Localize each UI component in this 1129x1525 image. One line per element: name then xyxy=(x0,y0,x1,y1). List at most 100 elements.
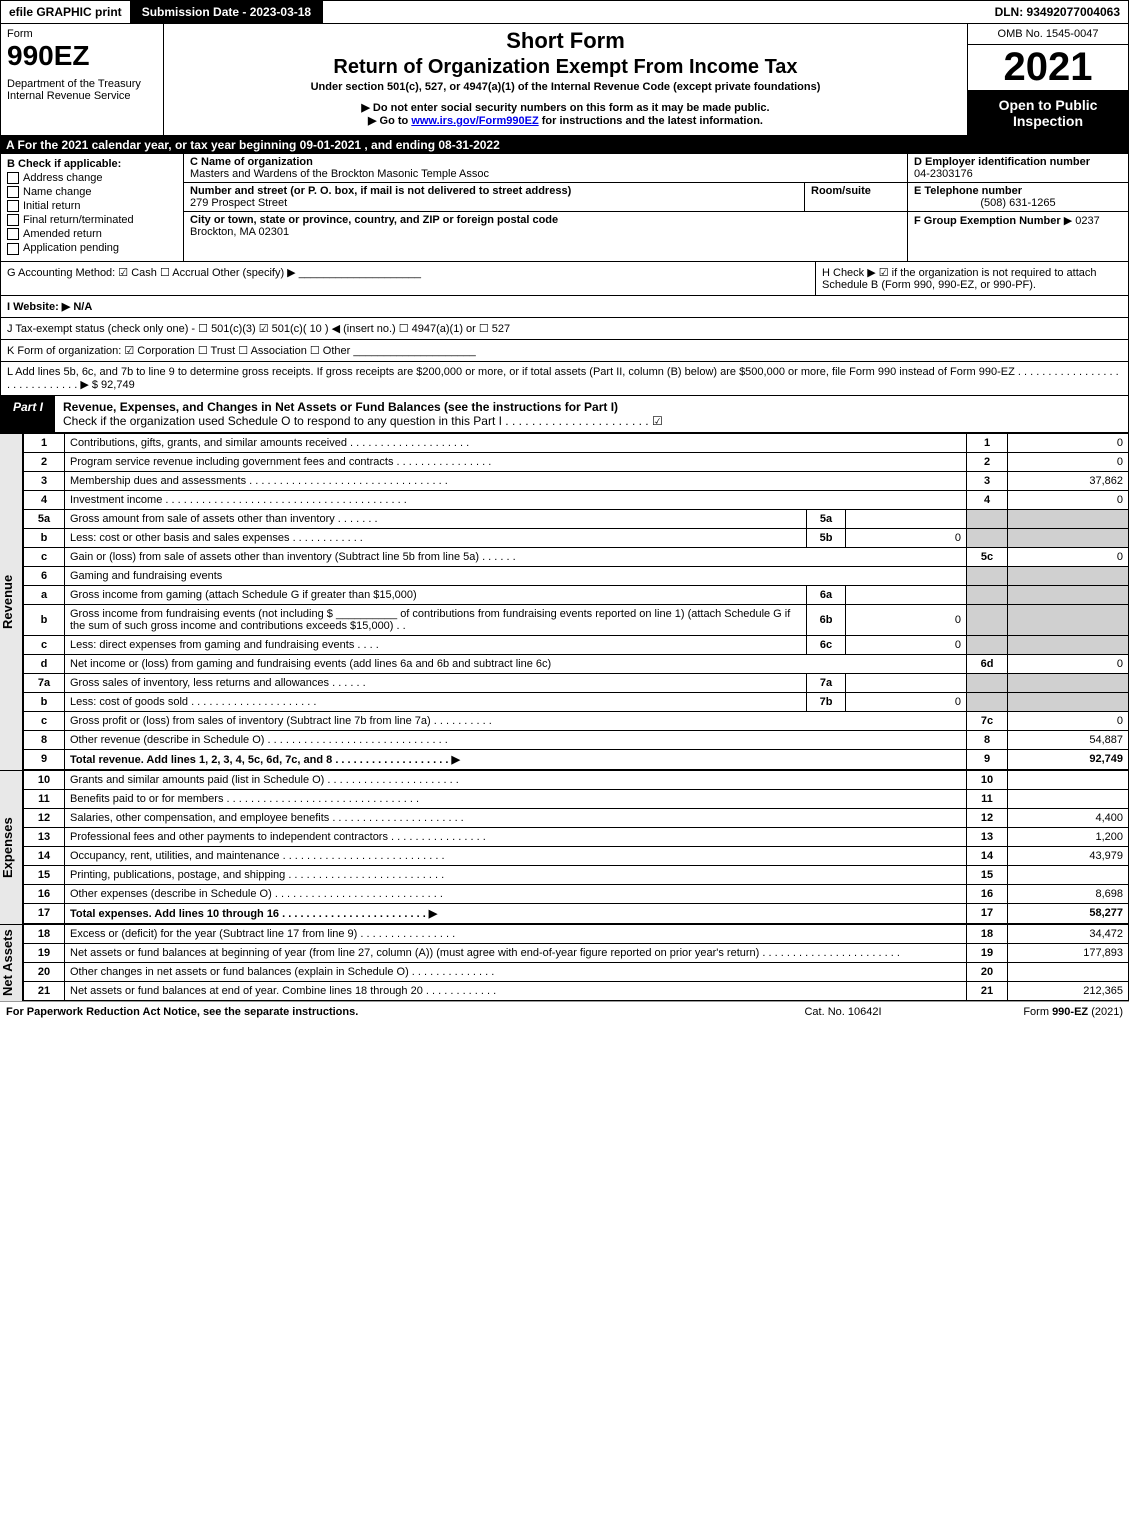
r2-num: 2 xyxy=(24,452,65,471)
r16-val: 8,698 xyxy=(1008,884,1129,903)
r7c-desc: Gross profit or (loss) from sales of inv… xyxy=(65,711,967,730)
r14-desc: Occupancy, rent, utilities, and maintena… xyxy=(65,846,967,865)
room-label: Room/suite xyxy=(811,185,871,197)
r8-val: 54,887 xyxy=(1008,730,1129,749)
irs-link[interactable]: www.irs.gov/Form990EZ xyxy=(411,115,538,127)
r6-val-shade xyxy=(1008,566,1129,585)
r21-val: 212,365 xyxy=(1008,981,1129,1000)
chk-address-change-label: Address change xyxy=(23,172,103,184)
warn2-pre: ▶ Go to xyxy=(368,115,411,127)
r9-num: 9 xyxy=(24,749,65,769)
warning-ssn: ▶ Do not enter social security numbers o… xyxy=(172,101,959,114)
r14-val: 43,979 xyxy=(1008,846,1129,865)
chk-application-pending-label: Application pending xyxy=(23,242,119,254)
part1-header: Part I Revenue, Expenses, and Changes in… xyxy=(0,396,1129,433)
r5c-desc: Gain or (loss) from sale of assets other… xyxy=(65,547,967,566)
r6a-ln-shade xyxy=(967,585,1008,604)
form-header: Form 990EZ Department of the Treasury In… xyxy=(0,24,1129,136)
r7a-num: 7a xyxy=(24,673,65,692)
row-7b: bLess: cost of goods sold . . . . . . . … xyxy=(24,692,1129,711)
r1-desc: Contributions, gifts, grants, and simila… xyxy=(65,433,967,452)
r6b-num: b xyxy=(24,604,65,635)
group-exemption-label: F Group Exemption Number xyxy=(914,215,1061,227)
row-9: 9Total revenue. Add lines 1, 2, 3, 4, 5c… xyxy=(24,749,1129,769)
row-20: 20Other changes in net assets or fund ba… xyxy=(24,962,1129,981)
r16-ln: 16 xyxy=(967,884,1008,903)
chk-final-return[interactable]: Final return/terminated xyxy=(7,214,177,226)
r19-num: 19 xyxy=(24,943,65,962)
r13-num: 13 xyxy=(24,827,65,846)
r5b-desc: Less: cost or other basis and sales expe… xyxy=(65,528,807,547)
chk-initial-return[interactable]: Initial return xyxy=(7,200,177,212)
city-value: Brockton, MA 02301 xyxy=(190,226,289,238)
r8-ln: 8 xyxy=(967,730,1008,749)
r7b-num: b xyxy=(24,692,65,711)
footer-left: For Paperwork Reduction Act Notice, see … xyxy=(6,1006,743,1018)
revenue-side-label: Revenue xyxy=(0,433,23,770)
r7a-val-shade xyxy=(1008,673,1129,692)
r5a-val-shade xyxy=(1008,509,1129,528)
chk-initial-return-label: Initial return xyxy=(23,200,80,212)
r9-val: 92,749 xyxy=(1008,749,1129,769)
r6c-ln-shade xyxy=(967,635,1008,654)
info-block: B Check if applicable: Address change Na… xyxy=(0,154,1129,262)
row-18: 18Excess or (deficit) for the year (Subt… xyxy=(24,924,1129,943)
r16-desc: Other expenses (describe in Schedule O) … xyxy=(65,884,967,903)
r7b-sn: 7b xyxy=(807,692,846,711)
r9-desc: Total revenue. Add lines 1, 2, 3, 4, 5c,… xyxy=(65,749,967,769)
city-cell: City or town, state or province, country… xyxy=(184,212,907,240)
efile-label[interactable]: efile GRAPHIC print xyxy=(1,1,130,23)
r2-val: 0 xyxy=(1008,452,1129,471)
r3-ln: 3 xyxy=(967,471,1008,490)
part1-title: Revenue, Expenses, and Changes in Net As… xyxy=(55,396,1128,432)
r6a-val-shade xyxy=(1008,585,1129,604)
r20-ln: 20 xyxy=(967,962,1008,981)
r4-val: 0 xyxy=(1008,490,1129,509)
r3-val: 37,862 xyxy=(1008,471,1129,490)
r11-num: 11 xyxy=(24,789,65,808)
r7a-desc: Gross sales of inventory, less returns a… xyxy=(65,673,807,692)
row-5b: bLess: cost or other basis and sales exp… xyxy=(24,528,1129,547)
warn2-post: for instructions and the latest informat… xyxy=(539,115,763,127)
r5b-ln-shade xyxy=(967,528,1008,547)
footer-cat-no: Cat. No. 10642I xyxy=(743,1006,943,1018)
group-exemption-value: ▶ 0237 xyxy=(1064,215,1100,227)
row-6b: bGross income from fundraising events (n… xyxy=(24,604,1129,635)
r21-ln: 21 xyxy=(967,981,1008,1000)
chk-amended-return[interactable]: Amended return xyxy=(7,228,177,240)
header-right: OMB No. 1545-0047 2021 Open to Public In… xyxy=(967,24,1128,135)
row-g-h: G Accounting Method: ☑ Cash ☐ Accrual Ot… xyxy=(0,262,1129,296)
row-15: 15Printing, publications, postage, and s… xyxy=(24,865,1129,884)
r4-desc: Investment income . . . . . . . . . . . … xyxy=(65,490,967,509)
line-i: I Website: ▶ N/A xyxy=(0,296,1129,318)
chk-application-pending[interactable]: Application pending xyxy=(7,242,177,254)
chk-address-change[interactable]: Address change xyxy=(7,172,177,184)
page-footer: For Paperwork Reduction Act Notice, see … xyxy=(0,1001,1129,1022)
r10-num: 10 xyxy=(24,770,65,789)
line-g: G Accounting Method: ☑ Cash ☐ Accrual Ot… xyxy=(1,262,816,295)
r20-desc: Other changes in net assets or fund bala… xyxy=(65,962,967,981)
r18-val: 34,472 xyxy=(1008,924,1129,943)
netassets-table: 18Excess or (deficit) for the year (Subt… xyxy=(23,924,1129,1001)
chk-name-change[interactable]: Name change xyxy=(7,186,177,198)
r7c-ln: 7c xyxy=(967,711,1008,730)
r6-num: 6 xyxy=(24,566,65,585)
omb-number: OMB No. 1545-0047 xyxy=(968,24,1128,45)
row-6: 6Gaming and fundraising events xyxy=(24,566,1129,585)
chk-final-return-label: Final return/terminated xyxy=(23,214,134,226)
r6b-sn: 6b xyxy=(807,604,846,635)
r7b-desc: Less: cost of goods sold . . . . . . . .… xyxy=(65,692,807,711)
revenue-table: 1Contributions, gifts, grants, and simil… xyxy=(23,433,1129,770)
r6a-desc: Gross income from gaming (attach Schedul… xyxy=(65,585,807,604)
r15-ln: 15 xyxy=(967,865,1008,884)
r5c-val: 0 xyxy=(1008,547,1129,566)
form-word: Form xyxy=(7,28,157,40)
header-center: Short Form Return of Organization Exempt… xyxy=(164,24,967,135)
r6c-desc: Less: direct expenses from gaming and fu… xyxy=(65,635,807,654)
row-16: 16Other expenses (describe in Schedule O… xyxy=(24,884,1129,903)
phone-label: E Telephone number xyxy=(914,185,1022,197)
row-4: 4Investment income . . . . . . . . . . .… xyxy=(24,490,1129,509)
r2-ln: 2 xyxy=(967,452,1008,471)
r5c-ln: 5c xyxy=(967,547,1008,566)
submission-date: Submission Date - 2023-03-18 xyxy=(130,1,323,23)
